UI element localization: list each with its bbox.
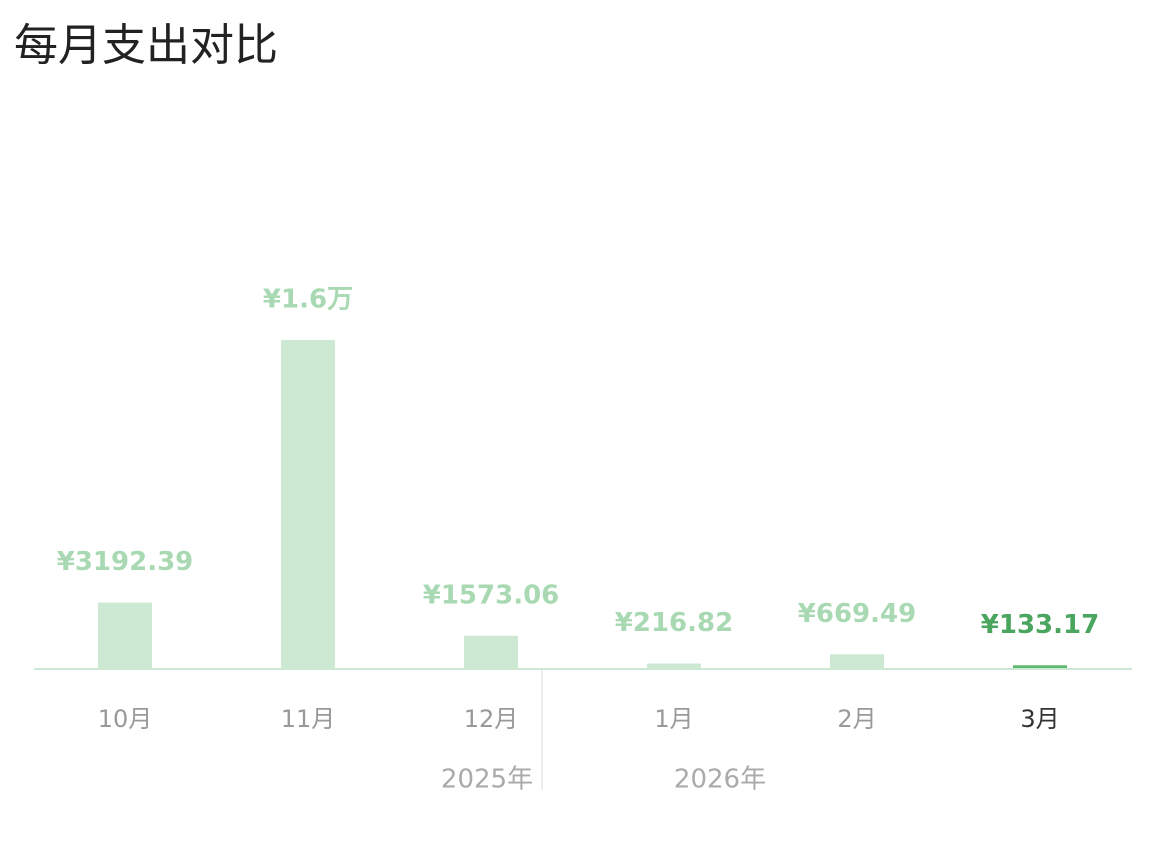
x-tick-label: 10月: [98, 705, 153, 733]
bar: [464, 635, 518, 668]
x-tick-label: 3月: [1020, 705, 1059, 733]
year-label: 2026年: [674, 765, 766, 795]
bar: [1013, 665, 1067, 668]
bar: [647, 663, 701, 668]
value-label: ¥3192.39: [57, 547, 194, 577]
bar: [281, 340, 335, 668]
value-label: ¥669.49: [798, 599, 916, 629]
value-label: ¥1.6万: [263, 285, 353, 315]
bar: [830, 654, 884, 668]
x-tick-label: 2月: [837, 705, 876, 733]
value-label: ¥1573.06: [423, 580, 560, 610]
value-label: ¥216.82: [615, 608, 733, 638]
x-tick-label: 12月: [464, 705, 519, 733]
year-label: 2025年: [441, 765, 533, 795]
x-tick-label: 11月: [281, 705, 336, 733]
chart-title: 每月支出对比: [14, 20, 278, 71]
x-tick-label: 1月: [654, 705, 693, 733]
bar: [98, 602, 152, 668]
value-label: ¥133.17: [981, 610, 1099, 640]
